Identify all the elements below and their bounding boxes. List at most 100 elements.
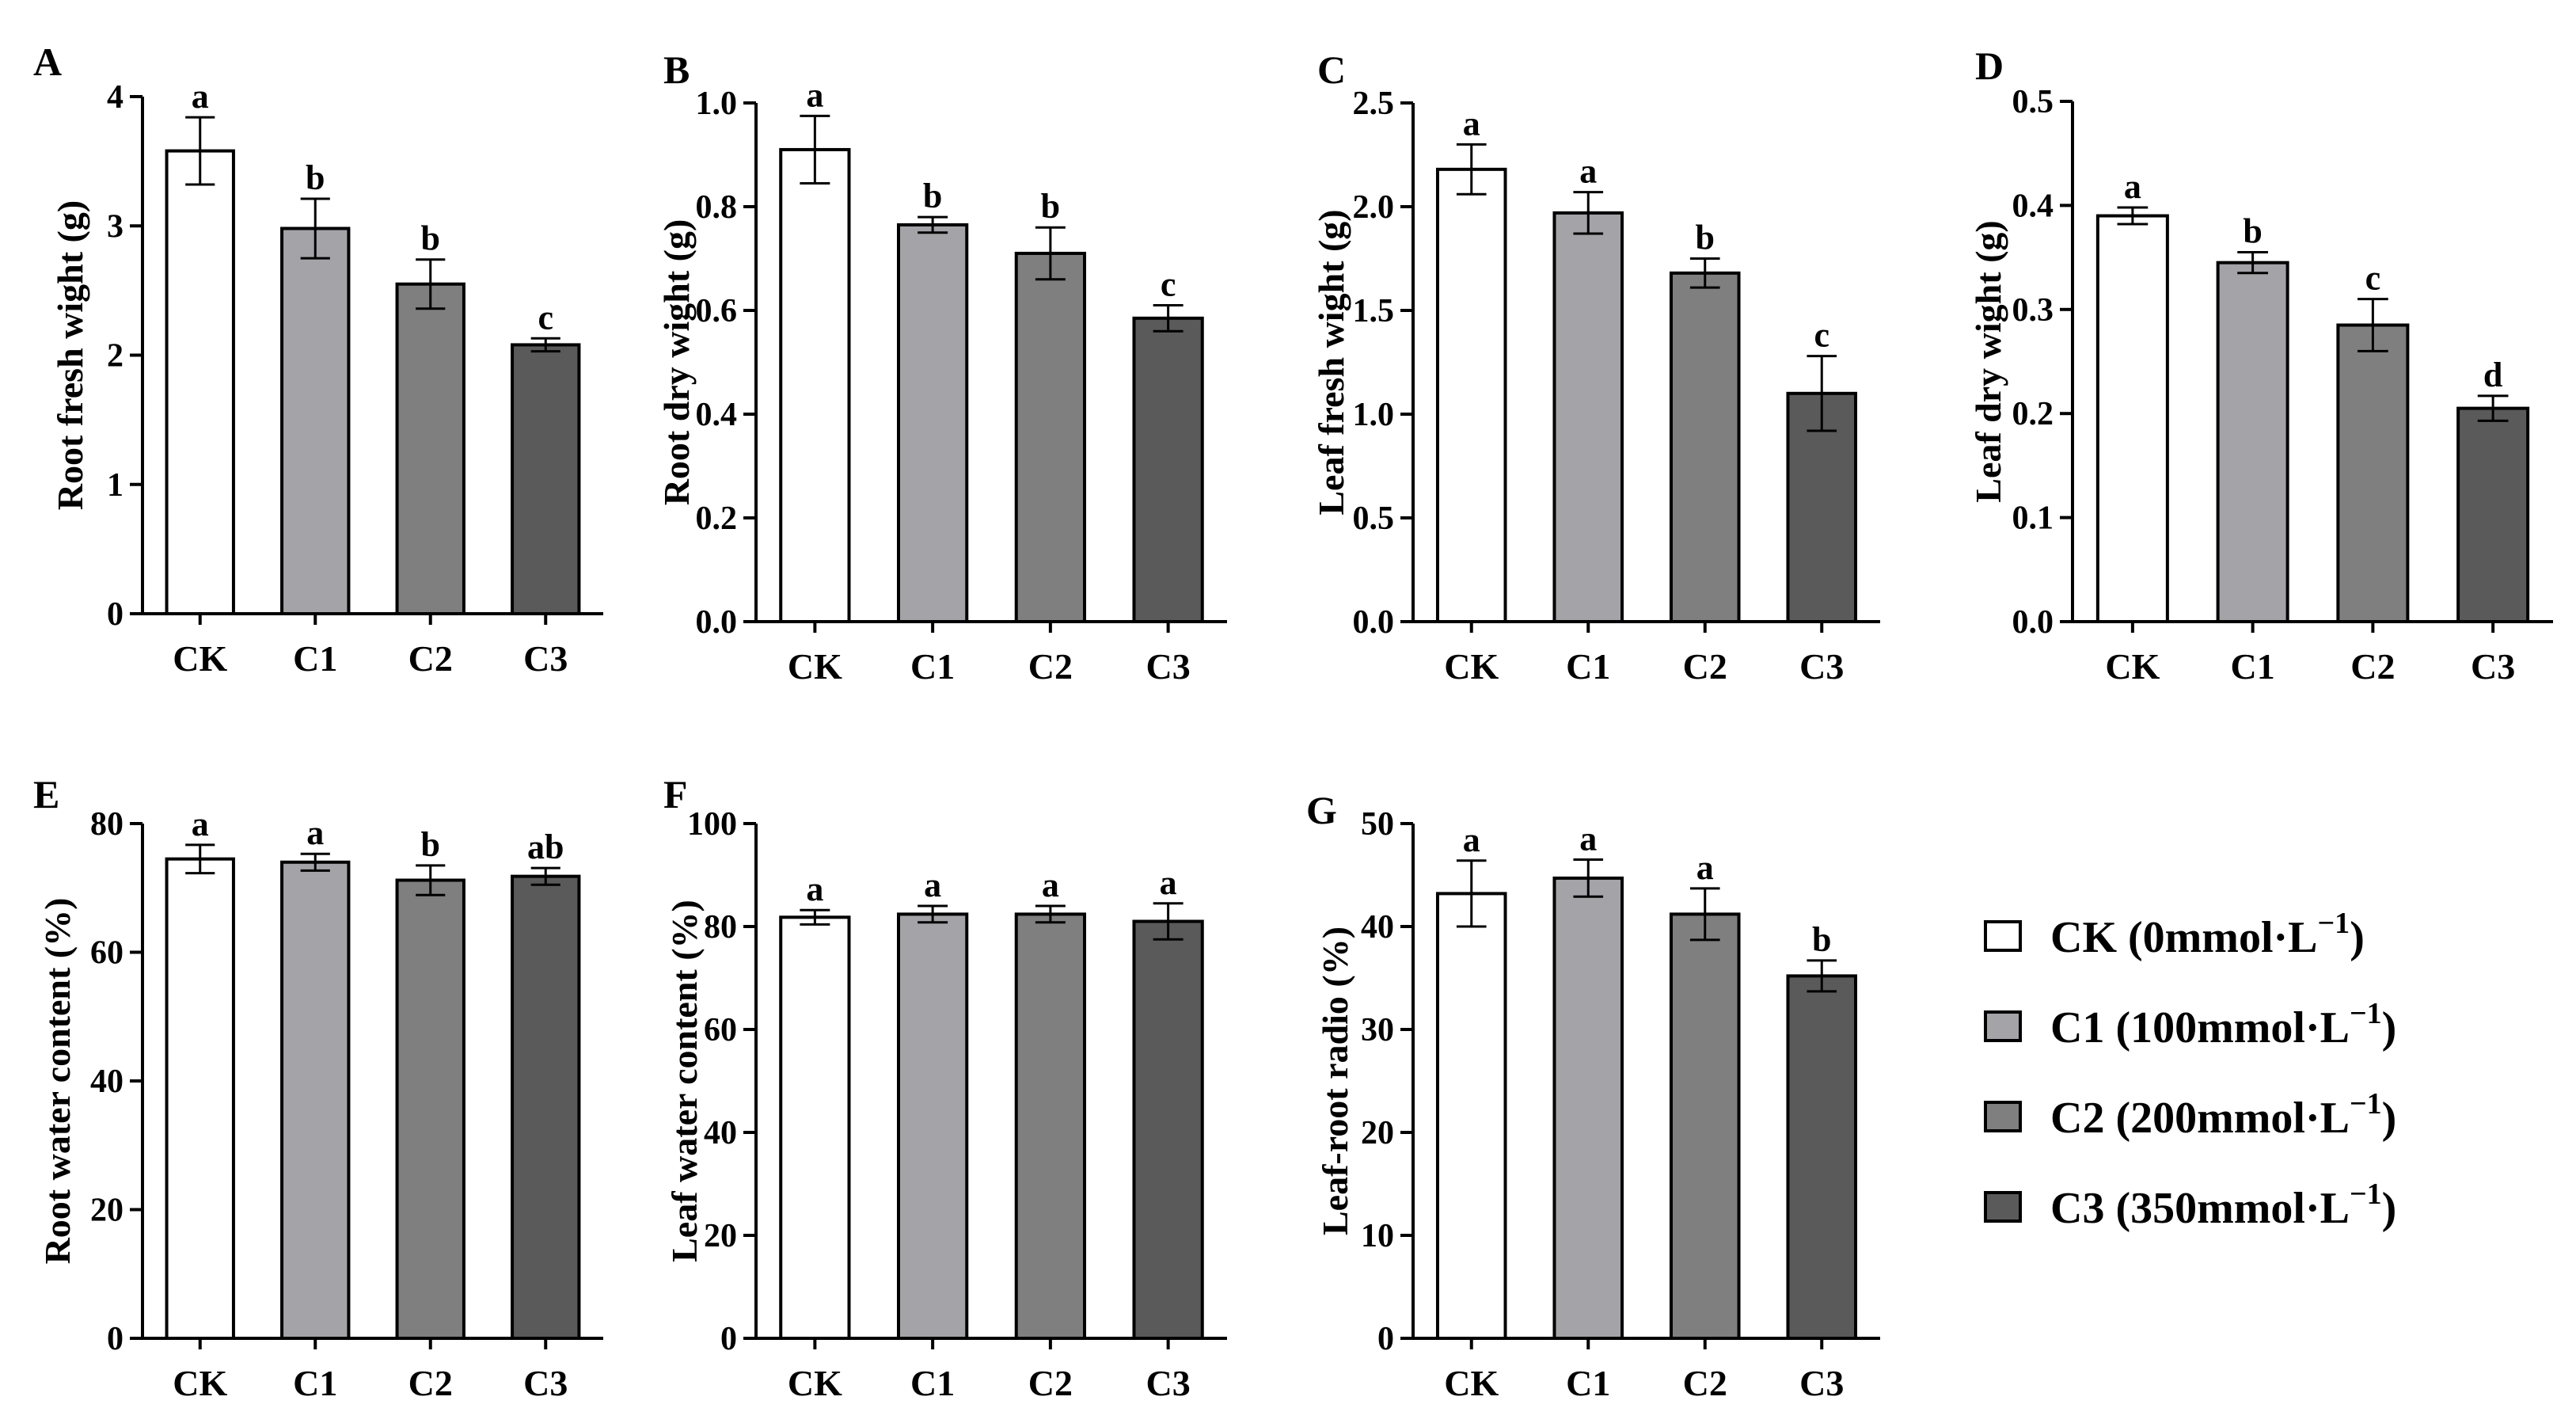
bar-f-c2 (1014, 912, 1087, 1340)
bar-d-c3 (2456, 406, 2530, 623)
y-axis-label-d: Leaf dry wight (g) (1968, 220, 2008, 502)
y-tick-label-d: 0.4 (2012, 188, 2054, 224)
y-tick-label-a: 2 (107, 338, 123, 375)
panel-d: D Leaf dry wight (g) 0.0 0.1 0.2 0.3 0.4 0.5 a CK… (1968, 44, 2553, 687)
panel-letter-b: B (663, 48, 690, 92)
bar-d-ck (2095, 214, 2169, 624)
panel-f: F Leaf water content (%) 0 20 40 60 80 100 a CK a C… (663, 772, 1227, 1403)
error-bar-e-c1 (300, 852, 330, 872)
panel-letter-e: E (33, 772, 59, 816)
y-tick-label-f: 60 (704, 1012, 737, 1048)
error-bar-d-c3 (2477, 394, 2509, 422)
significance-letter-e-c1: a (306, 813, 324, 852)
error-bar-b-c2 (1035, 226, 1066, 281)
y-tick-label-e: 80 (90, 806, 123, 843)
y-tick-label-e: 20 (90, 1193, 123, 1229)
bar-c-c2 (1669, 271, 1741, 623)
x-category-label-c-c3: C3 (1799, 646, 1844, 687)
x-category-label-d-c1: C1 (2231, 646, 2275, 687)
x-category-label-f-c3: C3 (1146, 1363, 1191, 1403)
bar-b-ck (779, 147, 851, 623)
significance-letter-g-ck: a (1463, 820, 1480, 859)
bar-g-c3 (1786, 974, 1858, 1341)
significance-letter-e-ck: a (192, 805, 209, 843)
error-bar-f-c2 (1035, 904, 1066, 924)
error-bar-a-ck (185, 116, 215, 186)
panel-c: C Leaf fresh wight (g) 0.0 0.5 1.0 1.5 2.0 2.5 a… (1311, 48, 1880, 687)
bar-e-c2 (395, 878, 465, 1340)
significance-letter-c-c1: a (1579, 152, 1597, 191)
y-tick-label-b: 1.0 (696, 86, 738, 122)
significance-letter-a-ck: a (192, 77, 209, 116)
bar-a-c1 (280, 226, 351, 615)
y-tick-label-d: 0.1 (2012, 500, 2054, 537)
y-tick-label-e: 40 (90, 1064, 123, 1100)
significance-letter-d-c3: d (2483, 356, 2502, 394)
significance-letter-a-c3: c (538, 298, 553, 337)
y-axis-label-e: Root water content (%) (37, 898, 78, 1265)
x-category-label-g-ck: CK (1444, 1363, 1499, 1403)
y-tick-label-b: 0.4 (696, 397, 738, 433)
error-bar-c-c3 (1807, 355, 1837, 432)
error-bar-g-ck (1456, 859, 1487, 928)
x-category-label-f-ck: CK (788, 1363, 842, 1403)
x-category-label-c-c2: C2 (1683, 646, 1727, 687)
bar-e-c3 (511, 874, 581, 1340)
legend-item-c2: C2 (200mmol·L−1) (1984, 1087, 2396, 1143)
error-bar-f-c1 (918, 904, 948, 924)
legend-swatch-ck (1984, 920, 2022, 952)
y-tick-label-a: 3 (107, 208, 123, 245)
bar-g-c2 (1669, 912, 1741, 1340)
bar-d-c1 (2216, 261, 2289, 623)
significance-letter-b-c3: c (1161, 264, 1176, 303)
significance-letter-e-c3: ab (527, 828, 564, 866)
x-category-label-d-c3: C3 (2471, 646, 2515, 687)
y-tick-label-c: 0.0 (1353, 604, 1395, 641)
y-tick-label-e: 0 (107, 1321, 123, 1357)
y-axis-label-c: Leaf fresh wight (g) (1311, 209, 1351, 515)
y-axis-label-b: Root dry wight (g) (656, 219, 697, 506)
x-category-label-b-c1: C1 (910, 646, 955, 687)
error-bar-f-c3 (1153, 902, 1184, 941)
x-category-label-a-ck: CK (173, 638, 227, 679)
error-bar-b-c3 (1153, 303, 1184, 333)
y-tick-label-b: 0.2 (696, 500, 738, 537)
significance-letter-a-c2: b (421, 219, 440, 258)
significance-letter-c-c2: b (1696, 219, 1715, 257)
y-tick-label-c: 0.5 (1353, 500, 1395, 537)
y-tick-label-d: 0.2 (2012, 396, 2054, 432)
y-tick-label-g: 10 (1361, 1218, 1394, 1254)
x-category-label-c-c1: C1 (1566, 646, 1610, 687)
y-tick-label-d: 0.5 (2012, 84, 2054, 120)
x-category-label-e-c3: C3 (523, 1363, 568, 1403)
panel-b: B Root dry wight (g) 0.0 0.2 0.4 0.6 0.8 1.0 a CK… (656, 48, 1227, 687)
error-bar-b-c1 (918, 215, 948, 234)
x-category-label-a-c1: C1 (293, 638, 337, 679)
bar-a-ck (165, 149, 235, 615)
legend-swatch-c2 (1984, 1101, 2022, 1132)
bar-e-c1 (280, 860, 351, 1340)
x-category-label-c-ck: CK (1444, 646, 1499, 687)
x-category-label-b-c3: C3 (1146, 646, 1191, 687)
significance-letter-b-ck: a (806, 75, 823, 114)
bar-b-c3 (1132, 316, 1204, 623)
legend-item-c3: C3 (350mmol·L−1) (1984, 1178, 2396, 1233)
significance-letter-b-c1: b (923, 177, 942, 215)
bar-g-ck (1435, 892, 1507, 1340)
bar-b-c1 (896, 223, 969, 623)
x-category-label-g-c3: C3 (1799, 1363, 1844, 1403)
y-tick-label-f: 20 (704, 1218, 737, 1254)
x-category-label-d-ck: CK (2105, 646, 2160, 687)
legend-swatch-c3 (1984, 1191, 2022, 1223)
y-tick-label-d: 0.0 (2012, 604, 2054, 641)
x-category-label-e-c2: C2 (408, 1363, 453, 1403)
y-tick-label-f: 40 (704, 1115, 737, 1151)
significance-letter-f-ck: a (806, 870, 823, 908)
significance-letter-e-c2: b (421, 825, 440, 864)
bar-c-ck (1435, 167, 1507, 623)
y-tick-label-b: 0.0 (696, 604, 738, 641)
error-bar-e-c3 (530, 866, 560, 886)
significance-letter-f-c1: a (924, 866, 941, 904)
significance-letter-g-c2: a (1696, 848, 1714, 887)
